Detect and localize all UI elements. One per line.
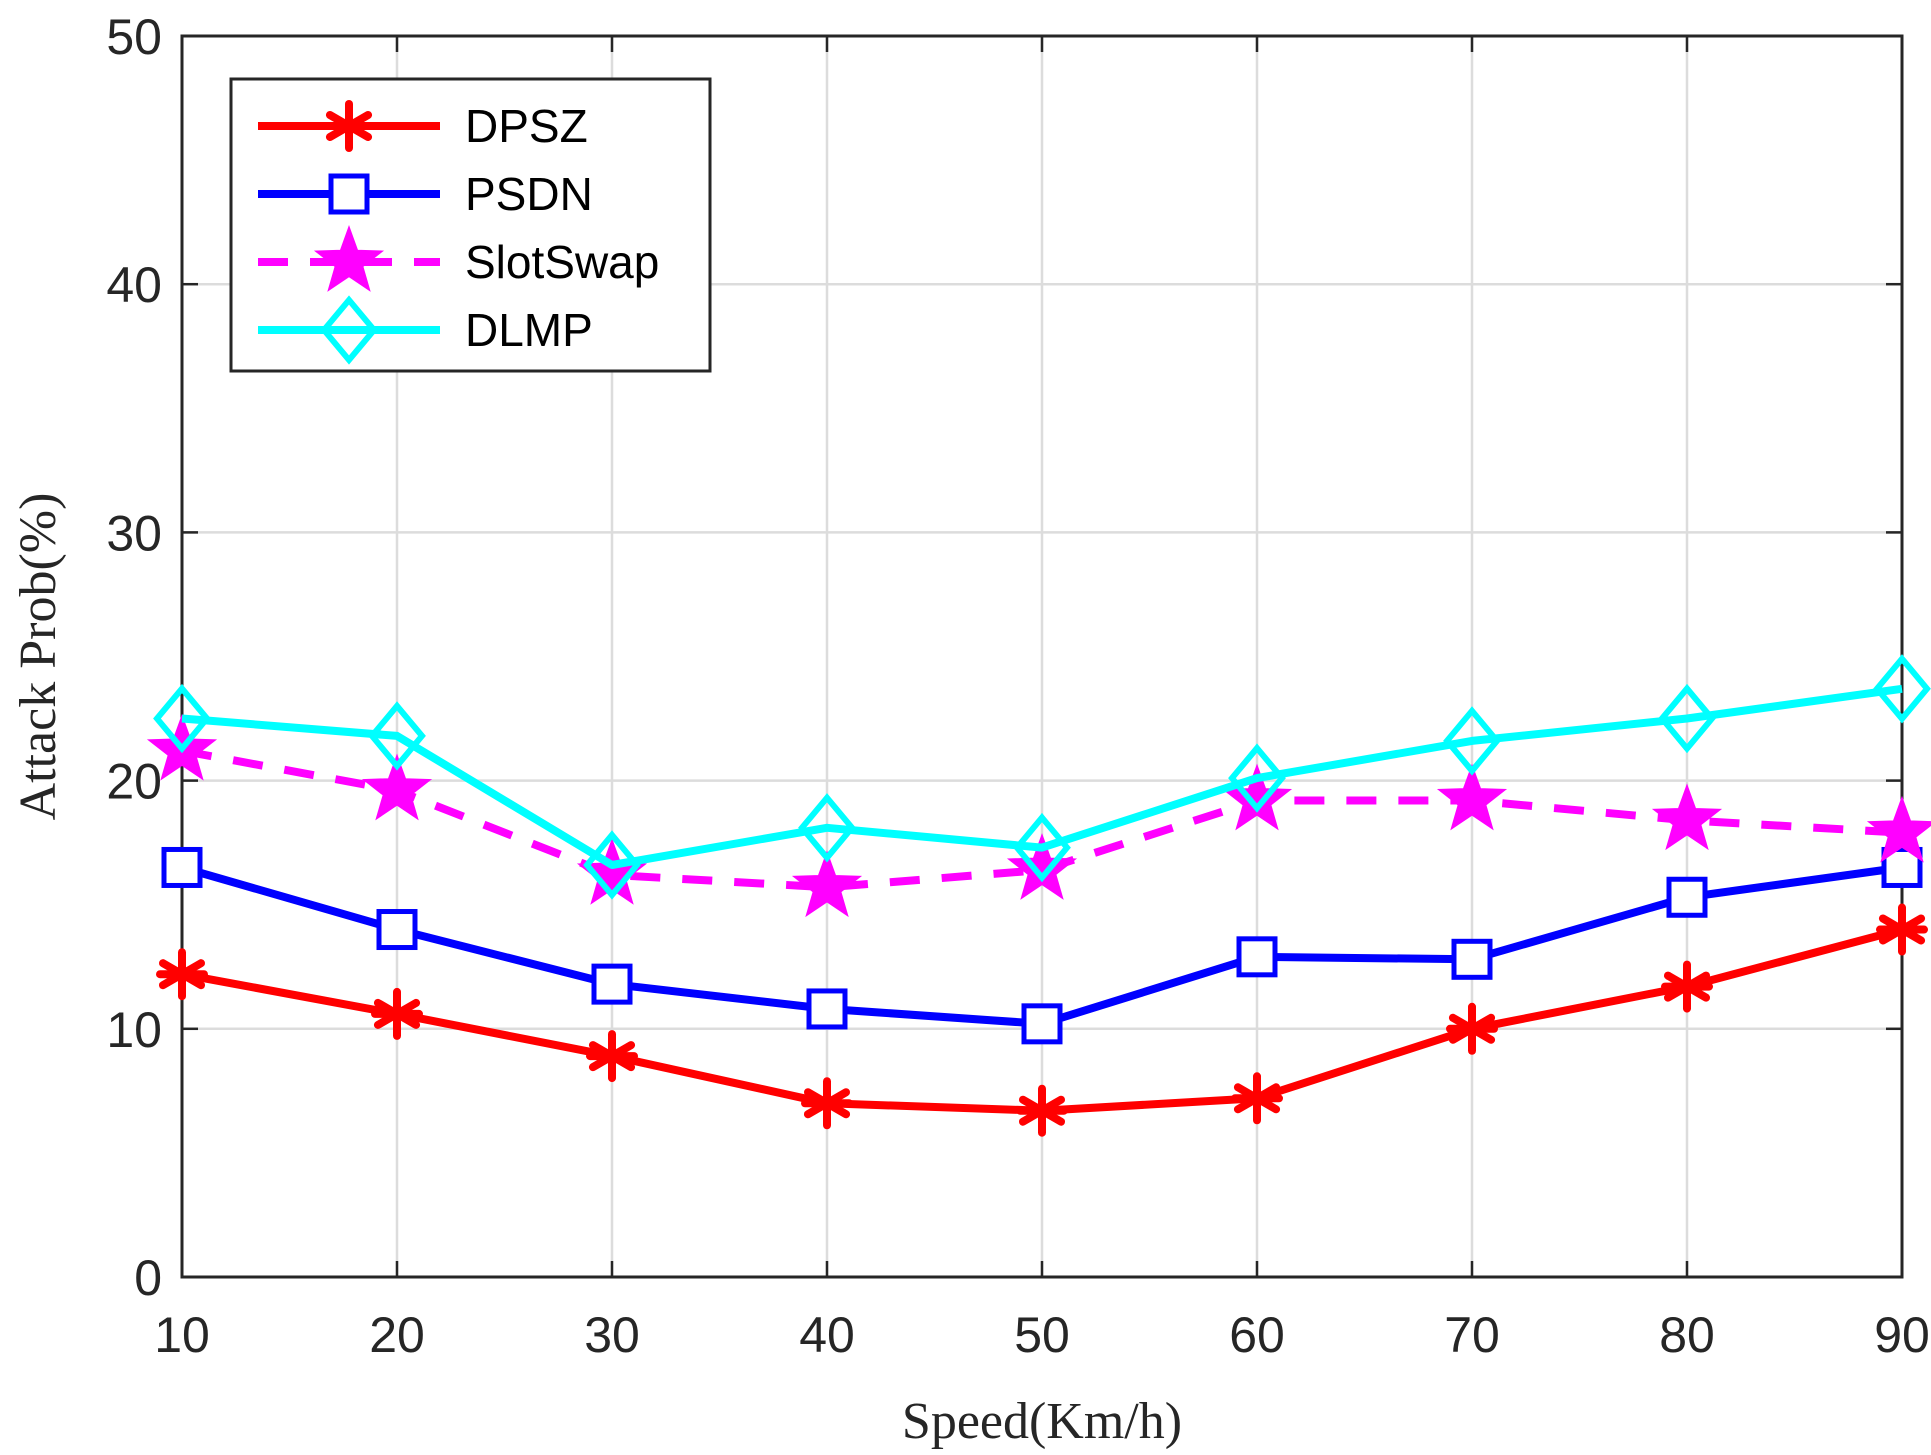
data-point-dpsz	[156, 948, 208, 1001]
x-tick-label: 10	[154, 1307, 210, 1363]
series-psdn	[161, 846, 1923, 1045]
y-tick-label: 50	[106, 9, 162, 65]
data-point-psdn	[1451, 938, 1493, 980]
x-tick-label: 60	[1229, 1307, 1285, 1363]
legend-marker-slotswap	[313, 225, 385, 292]
data-point-dlmp	[1658, 683, 1716, 754]
y-tick-label: 0	[134, 1250, 162, 1306]
data-point-slotswap	[1436, 763, 1508, 831]
data-point-dpsz	[1876, 903, 1928, 956]
legend-item-dpsz: DPSZ	[258, 100, 588, 152]
legend-item-slotswap: SlotSwap	[258, 225, 659, 292]
data-point-psdn	[806, 988, 848, 1030]
data-point-slotswap	[791, 850, 863, 918]
y-tick-label: 10	[106, 1002, 162, 1058]
x-axis-title: Speed(Km/h)	[902, 1393, 1182, 1450]
legend-label-dpsz: DPSZ	[465, 100, 588, 152]
data-point-slotswap	[361, 753, 433, 821]
data-point-psdn	[1666, 876, 1708, 918]
series-line-slotswap	[181, 746, 1903, 892]
legend-label-slotswap: SlotSwap	[465, 236, 659, 288]
y-tick-label: 30	[106, 505, 162, 561]
data-point-psdn	[591, 963, 633, 1005]
series-dpsz	[156, 903, 1928, 1137]
data-point-psdn	[1881, 846, 1923, 888]
data-point-dpsz	[586, 1030, 638, 1083]
data-point-dlmp	[368, 701, 426, 771]
data-point-psdn	[161, 846, 203, 888]
data-point-dpsz	[371, 987, 423, 1040]
data-point-dpsz	[1446, 1002, 1498, 1055]
series-line-dlmp	[181, 684, 1903, 869]
y-tick-label: 40	[106, 257, 162, 313]
legend: DPSZ PSDN SlotSwap DLMP	[229, 77, 712, 373]
data-point-dlmp	[798, 793, 856, 863]
data-point-dlmp	[583, 830, 641, 900]
data-point-psdn	[1236, 936, 1278, 978]
data-point-psdn	[1021, 1003, 1063, 1045]
x-tick-label: 40	[799, 1307, 855, 1363]
data-point-dlmp	[1013, 812, 1071, 883]
y-tick-label: 20	[106, 754, 162, 810]
x-tick-label: 30	[584, 1307, 640, 1363]
data-point-slotswap	[1651, 783, 1723, 851]
legend-marker-dpsz	[323, 100, 375, 152]
x-tick-label: 20	[369, 1307, 425, 1363]
data-point-psdn	[376, 909, 418, 951]
legend-item-dlmp: DLMP	[258, 295, 593, 365]
data-point-dpsz	[1016, 1084, 1068, 1137]
data-point-dlmp	[1443, 706, 1501, 776]
x-tick-label: 80	[1659, 1307, 1715, 1363]
data-point-dlmp	[1873, 654, 1931, 724]
data-point-dlmp	[153, 683, 211, 754]
series-dlmp	[153, 654, 1931, 900]
x-tick-label: 90	[1874, 1307, 1930, 1363]
legend-label-dlmp: DLMP	[465, 304, 593, 356]
legend-label-psdn: PSDN	[465, 168, 593, 220]
legend-marker-dlmp	[320, 295, 378, 365]
legend-item-psdn: PSDN	[258, 168, 593, 220]
data-point-slotswap	[1866, 795, 1931, 863]
x-tick-label: 50	[1014, 1307, 1070, 1363]
data-point-dpsz	[1231, 1072, 1283, 1125]
data-point-dpsz	[1661, 960, 1713, 1013]
series-group	[146, 654, 1931, 1137]
data-point-dpsz	[801, 1077, 853, 1130]
data-point-slotswap	[1006, 833, 1078, 900]
x-tick-label: 70	[1444, 1307, 1500, 1363]
legend-marker-psdn	[328, 173, 370, 215]
y-axis-title: Attack Prob(%)	[10, 493, 67, 821]
data-point-dlmp	[1228, 743, 1286, 813]
